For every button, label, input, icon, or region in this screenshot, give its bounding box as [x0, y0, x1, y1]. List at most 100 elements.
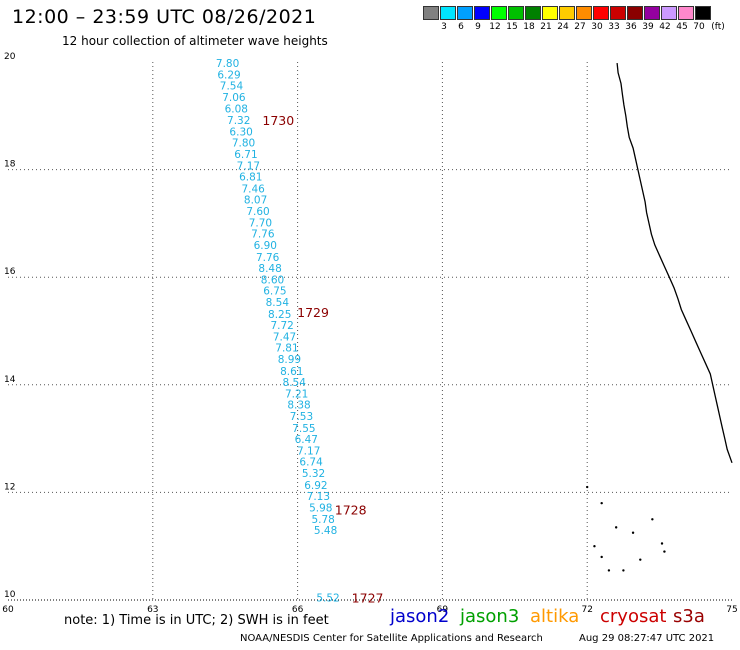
scale-label: 42 [659, 22, 671, 32]
lat-tick-label: 16 [4, 267, 16, 277]
coastline [616, 63, 733, 464]
scale-swatch [695, 6, 711, 20]
swh-label: 7.21 [285, 388, 308, 400]
swh-label: 7.81 [275, 343, 298, 355]
scale-label: 24 [557, 22, 569, 32]
swh-label: 8.25 [268, 309, 291, 321]
swh-label: 7.17 [297, 445, 320, 457]
revolution-label: 1728 [335, 503, 367, 518]
scale-label: 33 [608, 22, 620, 32]
lat-tick-label: 10 [4, 590, 16, 600]
scale-swatch [576, 6, 592, 20]
island-dot [639, 558, 642, 561]
swh-label: 8.38 [287, 400, 310, 412]
scale-swatch [508, 6, 524, 20]
swh-label: 7.17 [237, 160, 260, 172]
scale-label: 70 [693, 22, 705, 32]
lon-tick-label: 60 [2, 605, 14, 615]
lat-tick-label: 18 [4, 160, 16, 170]
island-dot [600, 555, 603, 559]
revolution-label: 1730 [262, 113, 294, 128]
scale-swatch [627, 6, 643, 20]
axis-tick-labels: 60 63 66 69 72 75 10 12 14 16 18 20 [2, 52, 737, 615]
scale-swatch [440, 6, 456, 20]
island-dot [651, 518, 654, 521]
swh-label: 7.80 [232, 138, 255, 150]
island-dot [586, 485, 589, 489]
scale-label: 18 [523, 22, 535, 32]
swh-label: 7.54 [220, 81, 244, 93]
lon-tick-label: 63 [147, 605, 158, 615]
scale-swatch [423, 6, 439, 20]
island-dot [631, 531, 635, 534]
swh-label: 7.46 [241, 183, 265, 195]
revolution-label: 1729 [297, 305, 329, 320]
satellite-altika: altika [530, 606, 580, 627]
map-title: 12:00 – 23:59 UTC 08/26/2021 [12, 6, 317, 28]
scale-swatch [525, 6, 541, 20]
scale-label: 9 [475, 22, 481, 32]
swh-label: 6.47 [295, 434, 318, 446]
revolution-labels: 1730 1729 1728 1727 [262, 113, 383, 605]
swh-label: 8.54 [283, 377, 307, 389]
swh-label: 8.99 [278, 354, 301, 366]
swh-label: 6.75 [263, 286, 286, 298]
swh-label: 8.60 [261, 274, 284, 286]
scale-swatch [559, 6, 575, 20]
timestamp: Aug 29 08:27:47 UTC 2021 [579, 633, 715, 644]
scale-label: 12 [489, 22, 501, 32]
swh-label: 7.60 [246, 206, 269, 218]
scale-unit: (ft) [711, 22, 725, 32]
swh-label: 6.29 [217, 69, 240, 81]
scale-swatch [678, 6, 694, 20]
swh-label: 7.72 [270, 320, 293, 332]
lat-tick-label: 12 [4, 482, 15, 492]
swh-label: 8.07 [244, 195, 267, 207]
swh-label: 5.48 [314, 525, 337, 537]
scale-swatch [644, 6, 660, 20]
map-subtitle: 12 hour collection of altimeter wave hei… [62, 34, 328, 48]
swh-label: 6.08 [225, 103, 248, 115]
swh-label: 7.76 [256, 252, 280, 264]
swh-label: 6.92 [304, 480, 327, 492]
island-dot [622, 569, 625, 572]
grid-lines [8, 62, 732, 600]
scale-label: 36 [625, 22, 637, 32]
scale-swatch [457, 6, 473, 20]
island-dot [593, 545, 596, 548]
scale-label: 15 [506, 22, 518, 32]
swh-label: 7.76 [251, 229, 275, 241]
lat-tick-label: 20 [4, 52, 16, 62]
scale-swatch [661, 6, 677, 20]
scale-swatch [593, 6, 609, 20]
coastline-path [616, 63, 733, 464]
scale-label: 45 [676, 22, 688, 32]
scale-swatch [542, 6, 558, 20]
island-dot [600, 501, 603, 505]
satellite-jason3: jason3 [460, 606, 520, 627]
swh-label: 7.80 [216, 58, 239, 70]
swh-label: 6.81 [239, 172, 262, 184]
swh-label: 7.32 [227, 115, 250, 127]
satellite-jason2: jason2 [390, 606, 450, 627]
swh-label: 7.53 [290, 411, 313, 423]
scale-label: 3 [441, 22, 447, 32]
swh-label: 7.70 [249, 217, 272, 229]
swh-label: 5.98 [309, 502, 332, 514]
swh-label: 5.78 [311, 514, 334, 526]
lon-tick-label: 69 [437, 605, 449, 615]
lon-tick-label: 75 [726, 605, 737, 615]
swh-label: 7.47 [273, 331, 296, 343]
revolution-label: 1727 [352, 590, 384, 605]
swh-labels: 7.806.297.547.066.087.326.307.806.717.17… [216, 58, 340, 604]
scale-label: 6 [458, 22, 464, 32]
scale-swatch [491, 6, 507, 20]
swh-label: 6.74 [299, 457, 323, 469]
swh-label: 5.52 [316, 592, 339, 604]
swh-label: 6.30 [229, 126, 252, 138]
swh-label: 5.32 [302, 468, 325, 480]
satellite-s3a: s3a [673, 606, 705, 627]
swh-label: 8.48 [258, 263, 281, 275]
island-dot [607, 569, 611, 572]
